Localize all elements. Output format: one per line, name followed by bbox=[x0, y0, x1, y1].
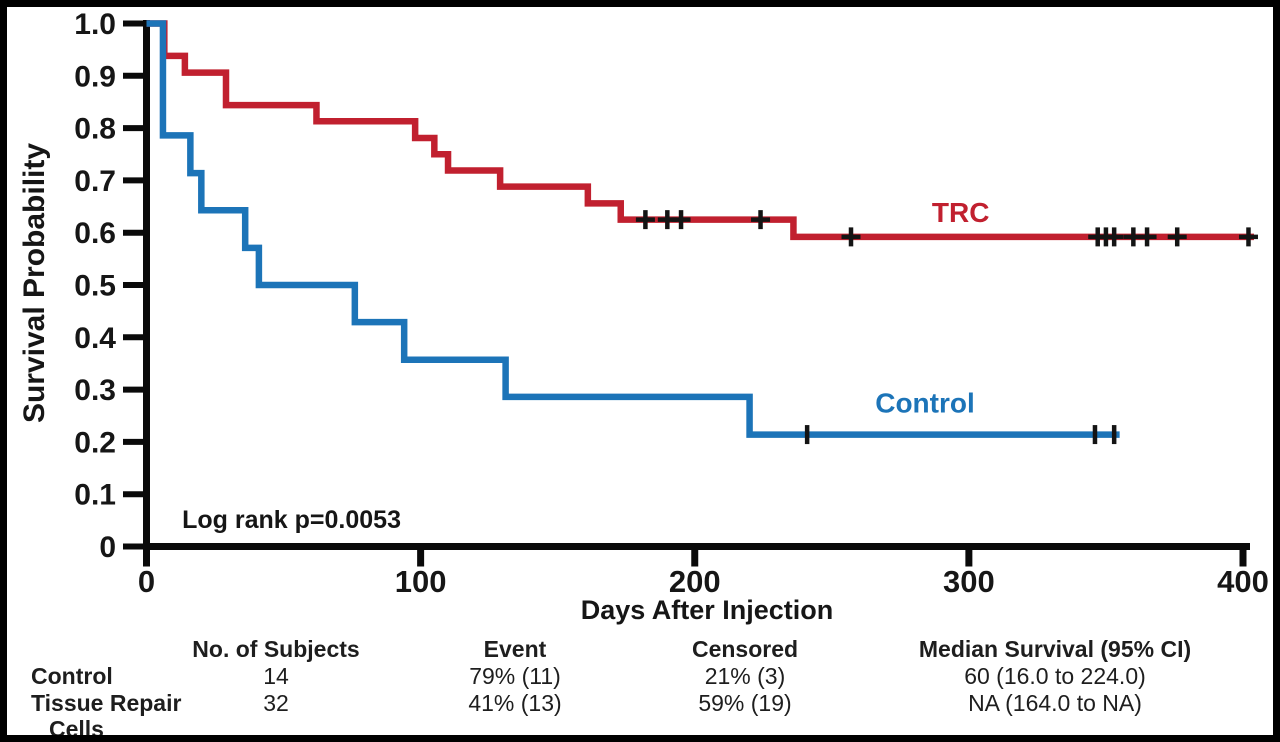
y-tick-label: 0.6 bbox=[74, 217, 116, 250]
median-trc: NA (164.0 to NA) bbox=[968, 690, 1142, 716]
y-tick-label: 0.1 bbox=[74, 479, 116, 512]
column-header-event: Event bbox=[483, 636, 547, 662]
event-control: 79% (11) bbox=[469, 663, 561, 689]
x-axis-title: Days After Injection bbox=[581, 595, 834, 625]
series-label-control: Control bbox=[875, 388, 975, 419]
y-tick-label: 1.0 bbox=[74, 8, 116, 41]
y-tick-label: 0 bbox=[99, 531, 116, 564]
row-label-tissue-repair-cells: Tissue Repair Cells bbox=[31, 690, 182, 735]
summary-table: Control Tissue Repair Cells No. of Subje… bbox=[7, 636, 1273, 735]
y-tick-label: 0.7 bbox=[74, 165, 116, 198]
column-header-censored: Censored bbox=[691, 636, 799, 662]
series-path-control bbox=[146, 20, 1120, 438]
column-header-subjects: No. of Subjects bbox=[192, 636, 360, 662]
x-tick-label: 400 bbox=[1217, 564, 1269, 599]
x-tick-label: 100 bbox=[395, 564, 447, 599]
series-label-trc: TRC bbox=[932, 197, 990, 228]
y-axis-title: Survival Probability bbox=[18, 143, 51, 423]
subjects-control: 14 bbox=[263, 663, 289, 689]
y-tick-label: 0.5 bbox=[74, 270, 116, 303]
x-tick-label: 300 bbox=[943, 564, 995, 599]
y-tick-label: 0.9 bbox=[74, 60, 116, 93]
table-column-group-labels: Control Tissue Repair Cells bbox=[31, 636, 231, 735]
y-tick-label: 0.2 bbox=[74, 426, 116, 459]
median-control: 60 (16.0 to 224.0) bbox=[964, 663, 1146, 689]
y-tick-label: 0.8 bbox=[74, 113, 116, 146]
censored-control: 21% (3) bbox=[704, 663, 786, 689]
subjects-trc: 32 bbox=[263, 690, 289, 716]
figure-canvas: 1.0 0.9 0.8 0.7 0.6 0.5 0.4 0.3 0.2 0.1 0 0 100 200 30… bbox=[7, 7, 1273, 735]
x-tick-label: 200 bbox=[669, 564, 721, 599]
series-path-trc bbox=[146, 20, 1254, 241]
row-label-control: Control bbox=[31, 663, 113, 689]
table-column-censored: Censored 21% (3) 59% (19) bbox=[625, 636, 865, 717]
x-tick-label: 0 bbox=[138, 564, 155, 599]
y-tick-label: 0.4 bbox=[74, 322, 116, 355]
censored-trc: 59% (19) bbox=[698, 690, 792, 716]
y-tick-label: 0.3 bbox=[74, 374, 116, 407]
table-column-event: Event 79% (11) 41% (13) bbox=[395, 636, 635, 717]
table-column-median: Median Survival (95% CI) 60 (16.0 to 224… bbox=[875, 636, 1235, 717]
column-header-median: Median Survival (95% CI) bbox=[918, 636, 1192, 662]
logrank-annotation: Log rank p=0.0053 bbox=[182, 506, 401, 534]
event-trc: 41% (13) bbox=[468, 690, 562, 716]
table-column-subjects: No. of Subjects 14 32 bbox=[166, 636, 386, 717]
km-survival-chart: 1.0 0.9 0.8 0.7 0.6 0.5 0.4 0.3 0.2 0.1 00 100 200 30… bbox=[18, 8, 1269, 625]
